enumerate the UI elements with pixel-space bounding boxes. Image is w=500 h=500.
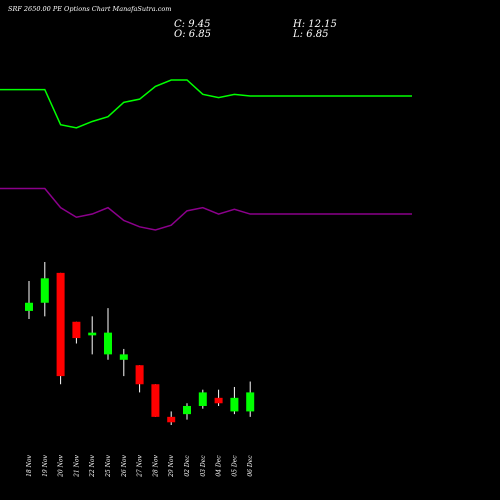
x-tick-label: 03 Dec [200,455,207,477]
candle-body [230,397,239,412]
x-tick-label: 21 Nov [73,454,80,477]
candle-body [198,392,207,406]
x-tick-label: 28 Nov [152,454,159,477]
high-value: H: 12.15 [293,19,337,30]
x-tick-label: 06 Dec [247,455,254,477]
open-value: O: 6.85 [174,29,212,40]
candle-body [40,278,49,303]
candle-body [183,405,191,415]
candle-body [214,397,223,404]
candle-body [119,354,128,360]
candle-body [25,302,33,311]
candle-body [246,392,255,412]
x-tick-label: 26 Nov [121,454,128,477]
x-tick-label: 02 Dec [184,455,191,477]
x-tick-label: 04 Dec [216,455,223,477]
x-tick-label: 25 Nov [105,454,112,477]
x-tick-label: 29 Nov [168,454,175,477]
candle-body [56,272,65,377]
candle-body [167,416,176,423]
candle-body [104,332,112,355]
low-value: L: 6.85 [293,29,329,40]
x-tick-label: 22 Nov [89,454,96,477]
candle-body [88,332,97,336]
candle-body [135,365,144,385]
x-tick-label: 27 Nov [137,454,144,477]
candle-body [151,384,160,417]
x-tick-label: 20 Nov [58,454,65,477]
x-tick-label: 05 Dec [231,455,238,477]
series-line-1 [0,187,412,231]
close-value: C: 9.45 [174,19,211,30]
x-tick-label: 19 Nov [42,454,49,476]
chart-title: SRF 2650.00 PE Options Chart ManafaSutra… [8,5,172,13]
x-tick-label: 18 Nov [26,454,33,476]
series-line-2 [0,79,412,129]
candle-body [72,321,81,339]
